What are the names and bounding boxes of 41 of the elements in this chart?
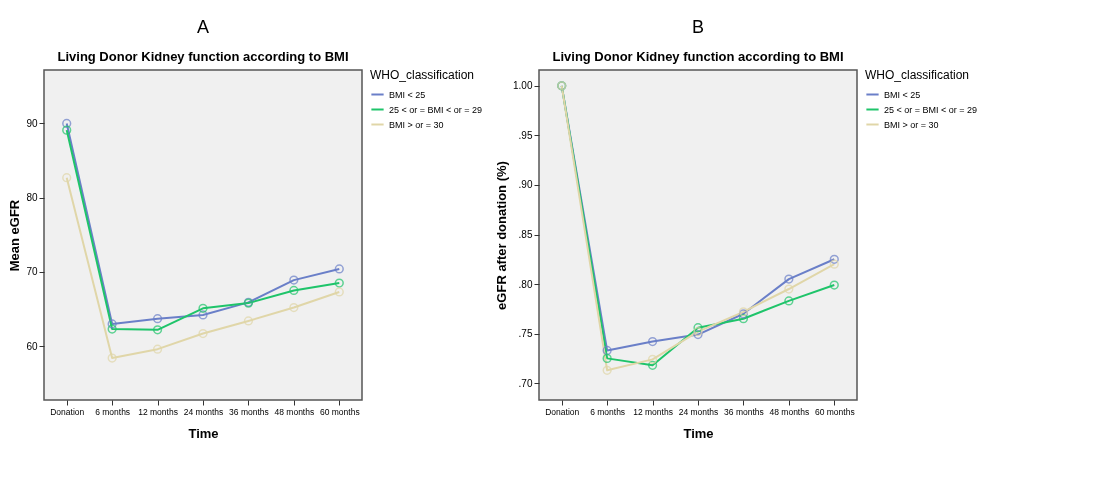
x-tick-label: 24 months (183, 406, 224, 417)
legend-label: 25 < or = BMI < or = 29 (884, 104, 978, 115)
x-tick-label: 48 months (769, 406, 810, 417)
text: B (691, 17, 705, 37)
chart-title: Living Donor Kidney function according to BMI (552, 49, 844, 64)
y-tick-label: .90 (518, 179, 533, 191)
x-tick-label: 6 months (95, 406, 131, 417)
legend-label: BMI < 25 (884, 89, 921, 100)
x-tick-label: 36 months (229, 406, 269, 417)
y-tick-label: .75 (518, 328, 533, 340)
x-tick-label: 12 months (633, 406, 673, 417)
x-tick-label: 36 months (724, 406, 764, 417)
x-tick-label: 60 months (814, 406, 855, 417)
legend-label: BMI > or = 30 (884, 119, 939, 130)
y-tick-label: 90 (26, 117, 38, 129)
x-tick-label: 60 months (319, 406, 360, 417)
x-tick-label: 24 months (678, 406, 719, 417)
x-tick-label: 12 months (138, 406, 178, 417)
y-axis-title: eGFR after donation (%) (494, 161, 510, 310)
y-tick-label: .80 (518, 278, 533, 290)
x-tick-label: 48 months (274, 406, 315, 417)
y-tick-label: .70 (518, 377, 533, 389)
y-tick-label: 80 (26, 192, 38, 204)
chart-title: Living Donor Kidney function according to BMI (57, 49, 349, 64)
text: A (196, 17, 210, 37)
x-axis-title: Time (188, 426, 219, 441)
legend-title: WHO_classification (865, 68, 970, 82)
legend-label: BMI > or = 30 (389, 119, 444, 130)
x-tick-label: 6 months (590, 406, 626, 417)
x-axis-title: Time (683, 426, 714, 441)
y-tick-label: 60 (26, 340, 38, 352)
legend-title: WHO_classification (370, 68, 475, 82)
y-axis-title: Mean eGFR (7, 199, 23, 272)
y-tick-label: .95 (518, 129, 533, 141)
legend-label: 25 < or = BMI < or = 29 (389, 104, 483, 115)
x-tick-label: Donation (50, 406, 85, 417)
y-tick-label: 70 (26, 266, 38, 278)
legend-label: BMI < 25 (389, 89, 426, 100)
y-tick-label: .85 (518, 229, 533, 240)
x-tick-label: Donation (545, 406, 580, 417)
y-tick-label: 1.00 (513, 80, 533, 92)
